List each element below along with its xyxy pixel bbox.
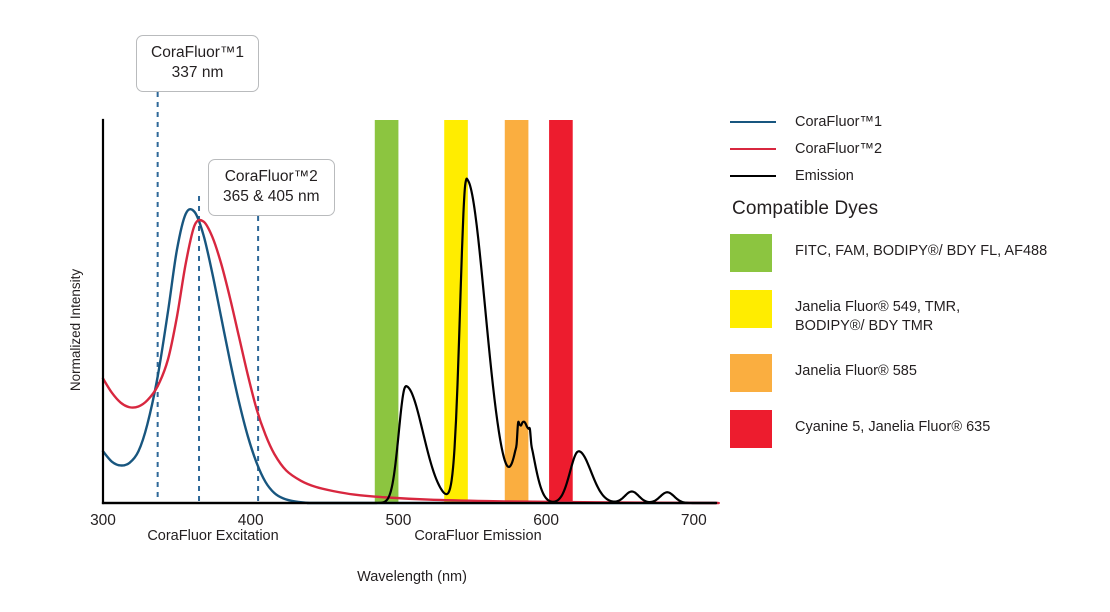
- yellow-band: [444, 120, 468, 503]
- dye-row-3: Cyanine 5, Janelia Fluor® 635: [730, 410, 1110, 449]
- dye-row-2: Janelia Fluor® 585: [730, 354, 1110, 393]
- curve-corafluor1: [101, 207, 718, 505]
- dye-label: Janelia Fluor® 585: [795, 354, 917, 381]
- x-tick-label-400: 400: [238, 512, 264, 529]
- legend-line-swatch: [730, 174, 776, 177]
- x-axis-title: Wavelength (nm): [357, 569, 467, 585]
- dye-color-swatch: [730, 290, 772, 328]
- legend-line-swatch: [730, 120, 776, 123]
- dye-row-1: Janelia Fluor® 549, TMR, BODIPY®/ BDY TMR: [730, 290, 1110, 336]
- dye-label-line1: FITC, FAM, BODIPY®/ BDY FL, AF488: [795, 243, 1048, 259]
- dye-label: Janelia Fluor® 549, TMR, BODIPY®/ BDY TMR: [795, 290, 960, 336]
- legend-line-swatch: [730, 147, 776, 150]
- legend-label: CoraFluor™1: [795, 113, 883, 130]
- x-tick-label-500: 500: [385, 512, 411, 529]
- compatible-dyes-list: FITC, FAM, BODIPY®/ BDY FL, AF488 Janelia…: [730, 234, 1110, 466]
- legend-row-2: Emission: [730, 162, 1110, 189]
- dye-color-swatch: [730, 410, 772, 449]
- callout-corafluor2-title: CoraFluor™2: [224, 168, 318, 185]
- spectra-curves-group: [101, 177, 720, 505]
- callout-corafluor2-value: 365 & 405 nm: [223, 187, 320, 205]
- legend-row-1: CoraFluor™2: [730, 135, 1110, 162]
- x-tick-label-300: 300: [90, 512, 116, 529]
- x-axis-tick-labels-group: 300 400 500 600 700: [90, 512, 707, 529]
- emission-bands-group: [374, 120, 573, 503]
- callout-corafluor1-title: CoraFluor™1: [151, 44, 245, 61]
- dye-color-swatch: [730, 234, 772, 272]
- callout-corafluor1-value: 337 nm: [171, 63, 224, 81]
- compatible-dyes-heading: Compatible Dyes: [732, 198, 879, 219]
- series-legend-list: CoraFluor™1 CoraFluor™2 Emission: [730, 108, 1110, 189]
- y-axis-title: Normalized Intensity: [68, 269, 83, 392]
- dye-label: Cyanine 5, Janelia Fluor® 635: [795, 410, 990, 437]
- dye-label: FITC, FAM, BODIPY®/ BDY FL, AF488: [795, 234, 1047, 261]
- dye-row-0: FITC, FAM, BODIPY®/ BDY FL, AF488: [730, 234, 1110, 272]
- callout-corafluor2: CoraFluor™2 365 & 405 nm: [208, 159, 335, 216]
- legend-row-0: CoraFluor™1: [730, 108, 1110, 135]
- dye-label-line2: BODIPY®/ BDY TMR: [795, 318, 934, 335]
- callout-corafluor1: CoraFluor™1 337 nm: [136, 35, 260, 92]
- red-band: [549, 120, 573, 503]
- emission-region-label: CoraFluor Emission: [414, 528, 541, 544]
- chart-area: 300 400 500 600 700 CoraFluor Excitation Cor…: [68, 35, 720, 585]
- excitation-region-label: CoraFluor Excitation: [147, 528, 278, 544]
- excitation-guide-lines-group: [156, 92, 260, 503]
- x-tick-label-700: 700: [681, 512, 707, 529]
- dye-label-line1: Janelia Fluor® 549, TMR,: [795, 299, 961, 315]
- dye-color-swatch: [730, 354, 772, 393]
- dye-label-line1: Janelia Fluor® 585: [795, 363, 917, 380]
- green-band: [374, 120, 399, 503]
- orange-band: [504, 120, 529, 503]
- legend-label: Emission: [795, 167, 854, 184]
- dye-label-line1: Cyanine 5, Janelia Fluor® 635: [795, 419, 991, 436]
- x-tick-label-600: 600: [533, 512, 559, 529]
- legend-panel: CoraFluor™1 CoraFluor™2 Emission Compatibl…: [730, 0, 1110, 612]
- legend-label: CoraFluor™2: [795, 140, 883, 157]
- spectra-plot: 300 400 500 600 700 CoraFluor Excitation Cor…: [68, 92, 720, 585]
- curve-corafluor2: [101, 218, 720, 505]
